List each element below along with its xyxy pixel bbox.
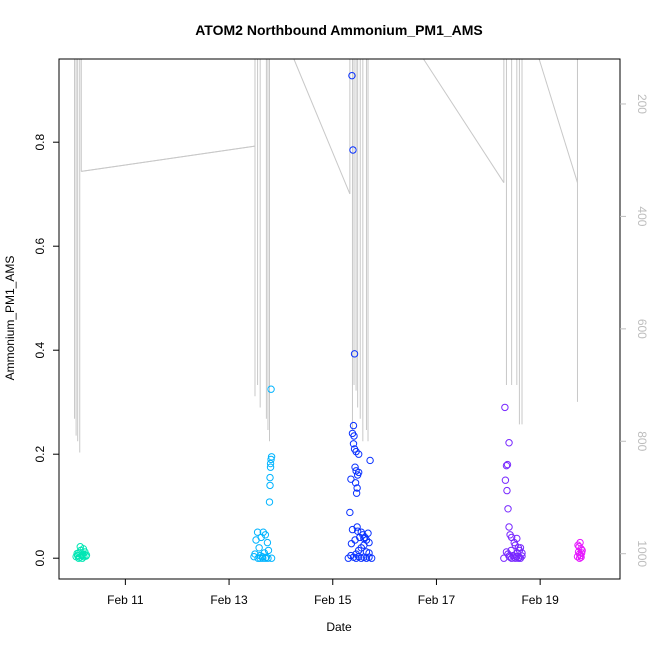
data-point [266, 473, 274, 482]
data-point [75, 554, 83, 562]
data-point [500, 554, 508, 562]
y2-tick-label: 800 [635, 431, 649, 451]
data-point [514, 554, 523, 562]
data-point [513, 549, 522, 557]
x-tick-label: Feb 17 [418, 593, 456, 607]
data-point [253, 528, 262, 536]
data-point [353, 527, 362, 535]
data-point [254, 554, 262, 562]
data-point [502, 548, 511, 556]
data-point [261, 531, 270, 539]
y-tick-label: 0.8 [33, 134, 47, 151]
data-point [348, 71, 356, 80]
chart-title: ATOM2 Northbound Ammonium_PM1_AMS [195, 22, 483, 38]
data-point [267, 554, 276, 562]
data-point [344, 554, 353, 562]
data-point [350, 432, 358, 440]
y-tick-label: 0.2 [33, 446, 47, 463]
data-point [266, 481, 274, 490]
data-point [82, 551, 91, 559]
data-point [263, 538, 272, 547]
data-point [366, 456, 374, 465]
data-point [507, 546, 515, 555]
data-point [577, 553, 585, 561]
y2-tick-label: 400 [635, 206, 649, 226]
data-point [353, 523, 361, 531]
data-point [349, 421, 358, 430]
x-axis: Feb 11 Feb 13 Feb 15 Feb 17 Feb 19 [107, 579, 559, 607]
data-point [267, 453, 276, 461]
data-point [351, 463, 359, 471]
data-point [501, 403, 509, 412]
y-tick-label: 0.0 [33, 550, 47, 567]
data-point [364, 529, 372, 537]
data-point [349, 440, 358, 448]
data-point [264, 554, 272, 562]
data-point [350, 350, 359, 358]
data-point [360, 541, 368, 549]
y2-tick-label: 200 [635, 94, 649, 114]
data-point [502, 461, 511, 470]
data-point [513, 534, 521, 543]
data-point [574, 541, 582, 549]
data-point [267, 455, 275, 464]
data-points [72, 71, 586, 562]
y-axis: 0.0 0.2 0.4 0.6 0.8 [33, 134, 59, 567]
y2-tick-label: 1000 [635, 540, 649, 567]
x-tick-label: Feb 11 [107, 593, 144, 607]
data-point [346, 508, 354, 517]
data-point [351, 479, 360, 487]
data-point [352, 489, 361, 497]
secondary-line [423, 58, 505, 183]
data-point [73, 549, 81, 558]
data-point [505, 523, 513, 531]
data-point [513, 552, 521, 561]
data-point [353, 484, 361, 492]
data-point [367, 554, 376, 562]
y2-tick-label: 600 [635, 319, 649, 339]
data-point [266, 463, 275, 471]
data-point [503, 460, 512, 469]
secondary-line [293, 58, 351, 195]
secondary-series [74, 58, 578, 453]
data-point [578, 546, 586, 555]
x-tick-label: Feb 13 [210, 593, 248, 607]
secondary-line [81, 145, 256, 172]
data-point [266, 459, 275, 468]
data-point [264, 546, 273, 555]
data-point [575, 554, 584, 562]
data-point [357, 544, 365, 552]
y-tick-label: 0.4 [33, 342, 47, 359]
data-point [255, 544, 263, 552]
data-point [347, 539, 356, 548]
data-point [347, 475, 355, 483]
plot-area [58, 58, 621, 580]
data-point [267, 385, 275, 393]
data-point [259, 554, 267, 562]
data-point [256, 554, 264, 562]
data-point [352, 447, 360, 456]
data-point [354, 450, 363, 458]
data-point [349, 146, 357, 154]
y-tick-label: 0.6 [33, 238, 47, 255]
x-tick-label: Feb 15 [314, 593, 352, 607]
data-point [354, 468, 363, 477]
data-point [505, 439, 513, 447]
data-point [501, 476, 510, 484]
data-point [265, 498, 274, 506]
secondary-line [538, 58, 578, 183]
y-axis-label: Ammonium_PM1_AMS [3, 256, 17, 381]
x-axis-label: Date [326, 620, 352, 634]
data-point [503, 486, 511, 495]
data-point [79, 545, 88, 553]
data-point [504, 505, 512, 513]
x-tick-label: Feb 19 [521, 593, 559, 607]
y2-axis: 200 400 600 800 1000 [620, 94, 649, 567]
